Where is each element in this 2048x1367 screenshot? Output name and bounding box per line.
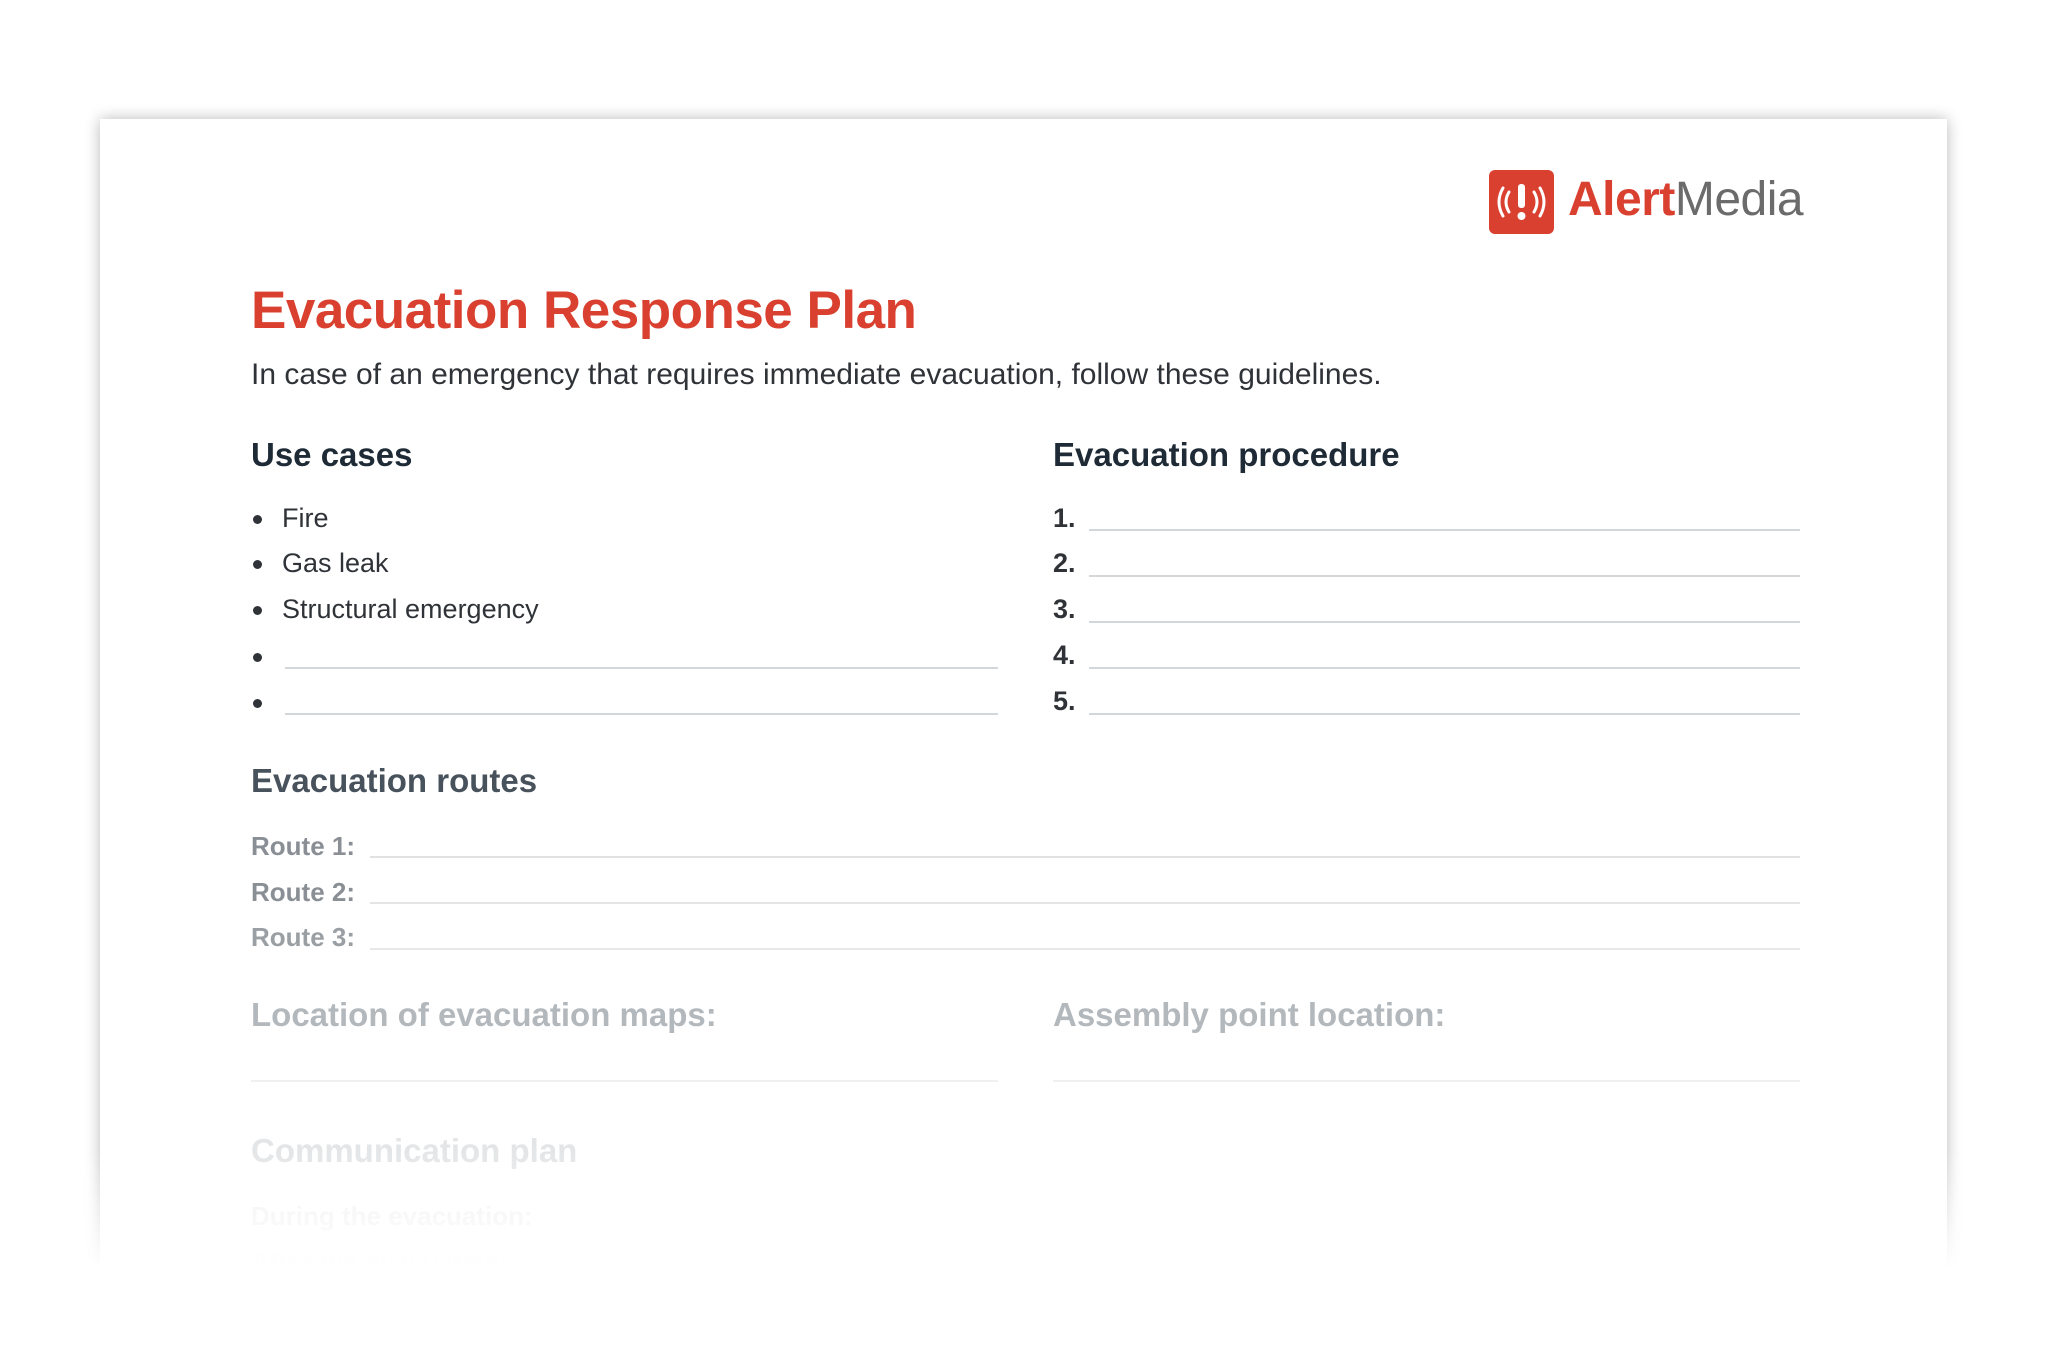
procedure-step-number: 1.: [1053, 503, 1076, 533]
alert-broadcast-icon: [1489, 170, 1554, 234]
route-line[interactable]: [370, 948, 1800, 950]
maps-location-line[interactable]: [251, 1080, 998, 1082]
page-subtitle: In case of an emergency that requires im…: [251, 358, 1382, 391]
communication-heading: Communication plan: [251, 1132, 578, 1169]
use-case-item: Structural emergency: [282, 594, 539, 624]
procedure-step-number: 3.: [1053, 594, 1076, 624]
bullet-icon: [253, 515, 262, 524]
procedure-step-line[interactable]: [1089, 529, 1800, 531]
use-case-item: Fire: [282, 503, 329, 533]
bullet-icon: [253, 560, 262, 569]
procedure-step-line[interactable]: [1089, 575, 1800, 577]
communication-after-label: After the evacuation:: [251, 1247, 510, 1277]
route-label: Route 2:: [251, 877, 355, 907]
page-title: Evacuation Response Plan: [251, 281, 917, 340]
procedure-step-line[interactable]: [1089, 621, 1800, 623]
route-line[interactable]: [370, 856, 1800, 858]
procedure-step-number: 4.: [1053, 640, 1076, 670]
use-case-blank-line[interactable]: [285, 713, 998, 715]
maps-location-heading: Location of evacuation maps:: [251, 996, 717, 1033]
document-page: [100, 119, 1947, 1319]
procedure-heading: Evacuation procedure: [1053, 436, 1400, 473]
procedure-step-number: 5.: [1053, 686, 1076, 716]
brand-name-alert: Alert: [1568, 173, 1675, 226]
brand-logo: AlertMedia: [1568, 172, 1804, 227]
route-label: Route 3:: [251, 922, 355, 952]
assembly-point-line[interactable]: [1053, 1080, 1800, 1082]
routes-heading: Evacuation routes: [251, 762, 538, 799]
bullet-icon: [253, 653, 262, 662]
use-case-item: Gas leak: [282, 548, 389, 578]
use-case-blank-line[interactable]: [285, 667, 998, 669]
procedure-step-number: 2.: [1053, 548, 1076, 578]
bullet-icon: [253, 699, 262, 708]
use-cases-heading: Use cases: [251, 436, 413, 473]
route-line[interactable]: [370, 902, 1800, 904]
procedure-step-line[interactable]: [1089, 667, 1800, 669]
brand-name-media: Media: [1674, 173, 1804, 226]
communication-during-label: During the evacuation:: [251, 1201, 533, 1231]
route-label: Route 1:: [251, 831, 355, 861]
bullet-icon: [253, 606, 262, 615]
assembly-point-heading: Assembly point location:: [1053, 996, 1446, 1033]
procedure-step-line[interactable]: [1089, 713, 1800, 715]
